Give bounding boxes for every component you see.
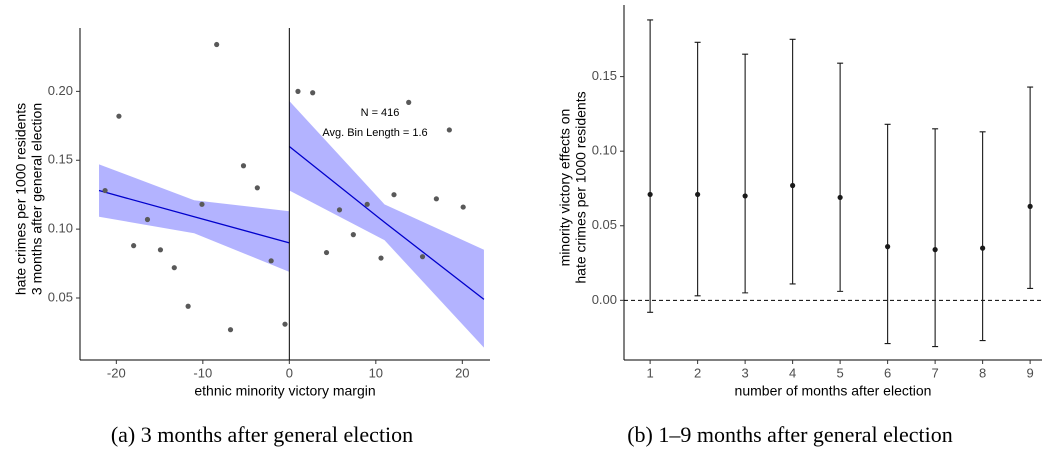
point bbox=[837, 194, 843, 201]
caption: (a) 3 months after general election bbox=[111, 422, 413, 447]
y-tick-label: 0.05 bbox=[48, 289, 73, 304]
error-bar bbox=[1027, 86, 1034, 289]
error-bar bbox=[647, 19, 654, 313]
point bbox=[295, 88, 301, 94]
point bbox=[790, 182, 796, 189]
x-tick-label: -20 bbox=[107, 365, 126, 380]
y-tick-label: 0.20 bbox=[48, 83, 73, 98]
error-bar bbox=[694, 41, 701, 297]
caption: (b) 1–9 months after general election bbox=[627, 422, 953, 447]
y-axis-title: hate crimes per 1000 residents bbox=[573, 91, 589, 283]
y-axis-title: hate crimes per 1000 residents bbox=[13, 103, 29, 295]
y-tick-label: 0.15 bbox=[48, 152, 73, 167]
x-tick-label: 20 bbox=[455, 365, 469, 380]
point bbox=[185, 303, 191, 309]
point bbox=[350, 232, 356, 238]
point bbox=[323, 249, 330, 256]
point bbox=[885, 244, 891, 250]
point bbox=[268, 258, 274, 264]
point bbox=[364, 201, 370, 207]
error-bar bbox=[979, 131, 986, 342]
annotation: Avg. Bin Length = 1.6 bbox=[322, 127, 427, 139]
x-tick-label: 6 bbox=[884, 365, 891, 380]
point bbox=[980, 245, 986, 251]
y-tick-label: 0.15 bbox=[592, 68, 617, 83]
point bbox=[157, 247, 164, 253]
fit-line bbox=[288, 145, 485, 300]
x-tick-label: 0 bbox=[286, 365, 293, 380]
point bbox=[391, 192, 397, 198]
point bbox=[282, 321, 288, 327]
x-tick-label: 2 bbox=[694, 365, 701, 380]
y-axis-title: 3 months after general election bbox=[29, 103, 45, 295]
x-tick-label: 10 bbox=[369, 365, 383, 380]
x-tick-label: -10 bbox=[193, 365, 212, 380]
point bbox=[116, 113, 122, 119]
point bbox=[932, 247, 938, 253]
point bbox=[419, 254, 426, 260]
y-tick-label: 0.10 bbox=[592, 143, 617, 158]
x-tick-label: 8 bbox=[979, 365, 986, 380]
annotation: N = 416 bbox=[361, 107, 400, 119]
point bbox=[254, 185, 260, 191]
y-tick-label: 0.00 bbox=[592, 292, 617, 307]
point bbox=[446, 127, 452, 133]
y-tick-label: 0.05 bbox=[592, 217, 617, 232]
fit-line bbox=[98, 189, 290, 244]
x-tick-label: 7 bbox=[932, 365, 939, 380]
x-tick-label: 5 bbox=[837, 365, 844, 380]
point bbox=[310, 90, 316, 96]
x-tick-label: 1 bbox=[647, 365, 654, 380]
error-bar bbox=[884, 123, 891, 345]
point bbox=[647, 191, 653, 198]
point bbox=[214, 41, 220, 48]
y-tick-label: 0.10 bbox=[48, 221, 73, 236]
x-axis-title: ethnic minority victory margin bbox=[194, 383, 375, 399]
point bbox=[406, 99, 412, 105]
x-axis-title: number of months after election bbox=[735, 383, 932, 399]
point bbox=[171, 265, 177, 271]
point bbox=[378, 255, 384, 261]
error-bar bbox=[742, 53, 749, 294]
error-bar bbox=[837, 62, 844, 292]
point bbox=[131, 243, 137, 249]
point bbox=[433, 196, 439, 202]
point bbox=[336, 207, 343, 213]
point bbox=[102, 187, 108, 194]
x-tick-label: 3 bbox=[742, 365, 749, 380]
x-tick-label: 4 bbox=[789, 365, 796, 380]
point bbox=[460, 204, 466, 210]
x-tick-label: 9 bbox=[1027, 365, 1034, 380]
point bbox=[1027, 203, 1033, 209]
y-axis-title: minority victory effects on bbox=[557, 109, 573, 267]
point bbox=[144, 216, 151, 223]
point bbox=[240, 163, 247, 169]
point bbox=[227, 327, 234, 333]
error-bar bbox=[789, 38, 796, 285]
confidence-band bbox=[99, 164, 290, 272]
point bbox=[199, 201, 205, 207]
point bbox=[695, 191, 701, 198]
point bbox=[742, 193, 748, 199]
error-bar bbox=[932, 128, 939, 348]
